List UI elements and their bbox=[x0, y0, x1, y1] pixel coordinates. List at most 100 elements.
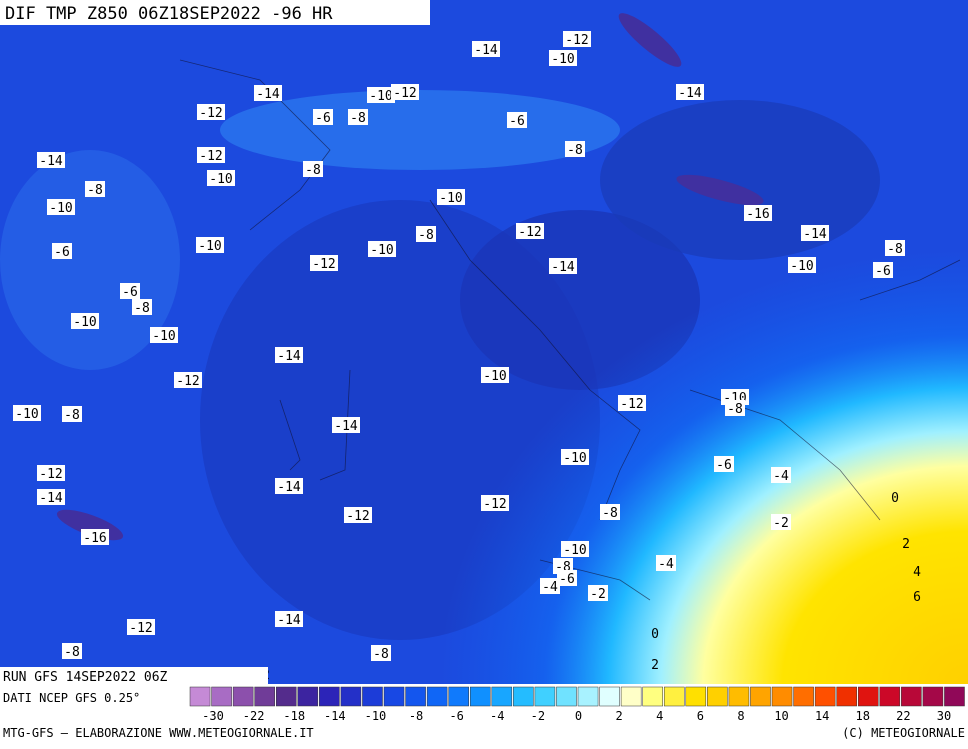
colorbar-label: 14 bbox=[815, 709, 829, 723]
contour-label: -10 bbox=[483, 369, 506, 384]
colorbar-label: -10 bbox=[365, 709, 387, 723]
contour-label: -6 bbox=[122, 285, 138, 300]
contour-label-box bbox=[481, 367, 509, 383]
contour-label: -10 bbox=[49, 201, 72, 216]
contour-label-box bbox=[437, 189, 465, 205]
colorbar-swatch bbox=[922, 686, 944, 707]
contour-label-box bbox=[873, 262, 893, 278]
contour-label: 6 bbox=[913, 590, 921, 605]
colorbar-label: 0 bbox=[575, 709, 582, 723]
contour-label-box bbox=[196, 237, 224, 253]
contour-label-box bbox=[656, 555, 676, 571]
contour-label: -12 bbox=[620, 397, 643, 412]
cold-core bbox=[676, 174, 764, 206]
contour-label-box bbox=[371, 645, 391, 661]
contour-label: -2 bbox=[773, 516, 789, 531]
contour-label-box bbox=[549, 258, 577, 274]
contour-label: 2 bbox=[902, 537, 910, 552]
colorbar-swatch bbox=[362, 686, 383, 707]
contour-label: -8 bbox=[418, 228, 434, 243]
contour-label-box bbox=[313, 109, 333, 125]
contour-label-box bbox=[254, 85, 282, 101]
colorbar-label: -8 bbox=[409, 709, 423, 723]
contour-label: -14 bbox=[39, 154, 63, 169]
contour-label-box bbox=[344, 507, 372, 523]
contour-label: -14 bbox=[277, 480, 301, 495]
contour-label-box bbox=[557, 570, 577, 586]
contour-label: -12 bbox=[483, 497, 506, 512]
contour-label: -4 bbox=[773, 469, 789, 484]
contour-label: -10 bbox=[563, 543, 586, 558]
colorbar-swatch bbox=[728, 686, 750, 707]
colorbar-swatch bbox=[469, 686, 491, 707]
contour-label-box bbox=[507, 112, 527, 128]
colorbar-label: 8 bbox=[737, 709, 744, 723]
colorbar-swatch bbox=[254, 686, 275, 707]
contour-label: -12 bbox=[565, 33, 588, 48]
warm-area bbox=[380, 200, 968, 684]
contour-label-box bbox=[62, 643, 82, 659]
contour-label-box bbox=[561, 449, 589, 465]
contour-label-box bbox=[516, 223, 544, 239]
colorbar-swatch bbox=[685, 686, 707, 707]
contour-label: 0 bbox=[891, 491, 899, 506]
footer-right: (C) METEOGIORNALE bbox=[842, 726, 965, 740]
contour-label-box bbox=[885, 240, 905, 256]
contour-label-box bbox=[540, 578, 560, 594]
contour-label: 0 bbox=[651, 627, 659, 642]
contour-label-box bbox=[563, 31, 591, 47]
contour-label: -10 bbox=[15, 407, 38, 422]
contour-label-box bbox=[47, 199, 75, 215]
contour-label: -6 bbox=[509, 114, 525, 129]
colorbar-swatch bbox=[620, 686, 642, 707]
colorbar-swatch bbox=[405, 686, 426, 707]
colorbar-swatch bbox=[577, 686, 599, 707]
colorbar-swatch bbox=[189, 686, 211, 707]
contour-label: -8 bbox=[727, 402, 743, 417]
run-box bbox=[0, 667, 268, 685]
contour-label: -6 bbox=[54, 245, 70, 260]
contour-label: -12 bbox=[518, 225, 541, 240]
contour-label-box bbox=[303, 161, 323, 177]
source-label: DATI NCEP GFS 0.25° bbox=[3, 691, 140, 705]
colorbar-swatch bbox=[642, 686, 663, 707]
contour-label-box bbox=[81, 529, 109, 545]
colorbar-label: -4 bbox=[490, 709, 504, 723]
colorbar-label: 22 bbox=[896, 709, 910, 723]
contour-label-box bbox=[275, 347, 303, 363]
contour-label: -12 bbox=[393, 86, 416, 101]
colorbar-label: -22 bbox=[243, 709, 265, 723]
contour-label-box bbox=[771, 467, 791, 483]
contour-label-box bbox=[561, 541, 589, 557]
contour-label: -14 bbox=[277, 349, 301, 364]
contour-label-box bbox=[275, 611, 303, 627]
contour-label: -14 bbox=[39, 491, 63, 506]
contour-label-box bbox=[37, 489, 65, 505]
contour-label: -8 bbox=[87, 183, 103, 198]
contour-label: -10 bbox=[551, 52, 574, 67]
colorbar-swatch bbox=[663, 686, 685, 707]
contour-label-box bbox=[744, 205, 772, 221]
colorbar-swatch bbox=[599, 686, 620, 707]
contour-label: -8 bbox=[567, 143, 583, 158]
contour-label: -10 bbox=[563, 451, 586, 466]
contour-label-box bbox=[127, 619, 155, 635]
contour-label-box bbox=[549, 50, 577, 66]
title-box bbox=[0, 0, 430, 25]
colorbar-label: -14 bbox=[324, 709, 346, 723]
colorbar-swatch bbox=[857, 686, 879, 707]
colorbar-swatch bbox=[901, 686, 922, 707]
contour-label-box bbox=[62, 406, 82, 422]
contour-label-box bbox=[472, 41, 500, 57]
contour-label: -14 bbox=[256, 87, 280, 102]
contour-label: 4 bbox=[913, 565, 921, 580]
contour-label-box bbox=[174, 372, 202, 388]
colorbar-swatch bbox=[707, 686, 728, 707]
contour-label-box bbox=[71, 313, 99, 329]
contour-label: -8 bbox=[887, 242, 903, 257]
contour-label: -12 bbox=[346, 509, 369, 524]
contour-label: -16 bbox=[746, 207, 769, 222]
contour-label: -8 bbox=[64, 408, 80, 423]
contour-label-box bbox=[367, 87, 395, 103]
